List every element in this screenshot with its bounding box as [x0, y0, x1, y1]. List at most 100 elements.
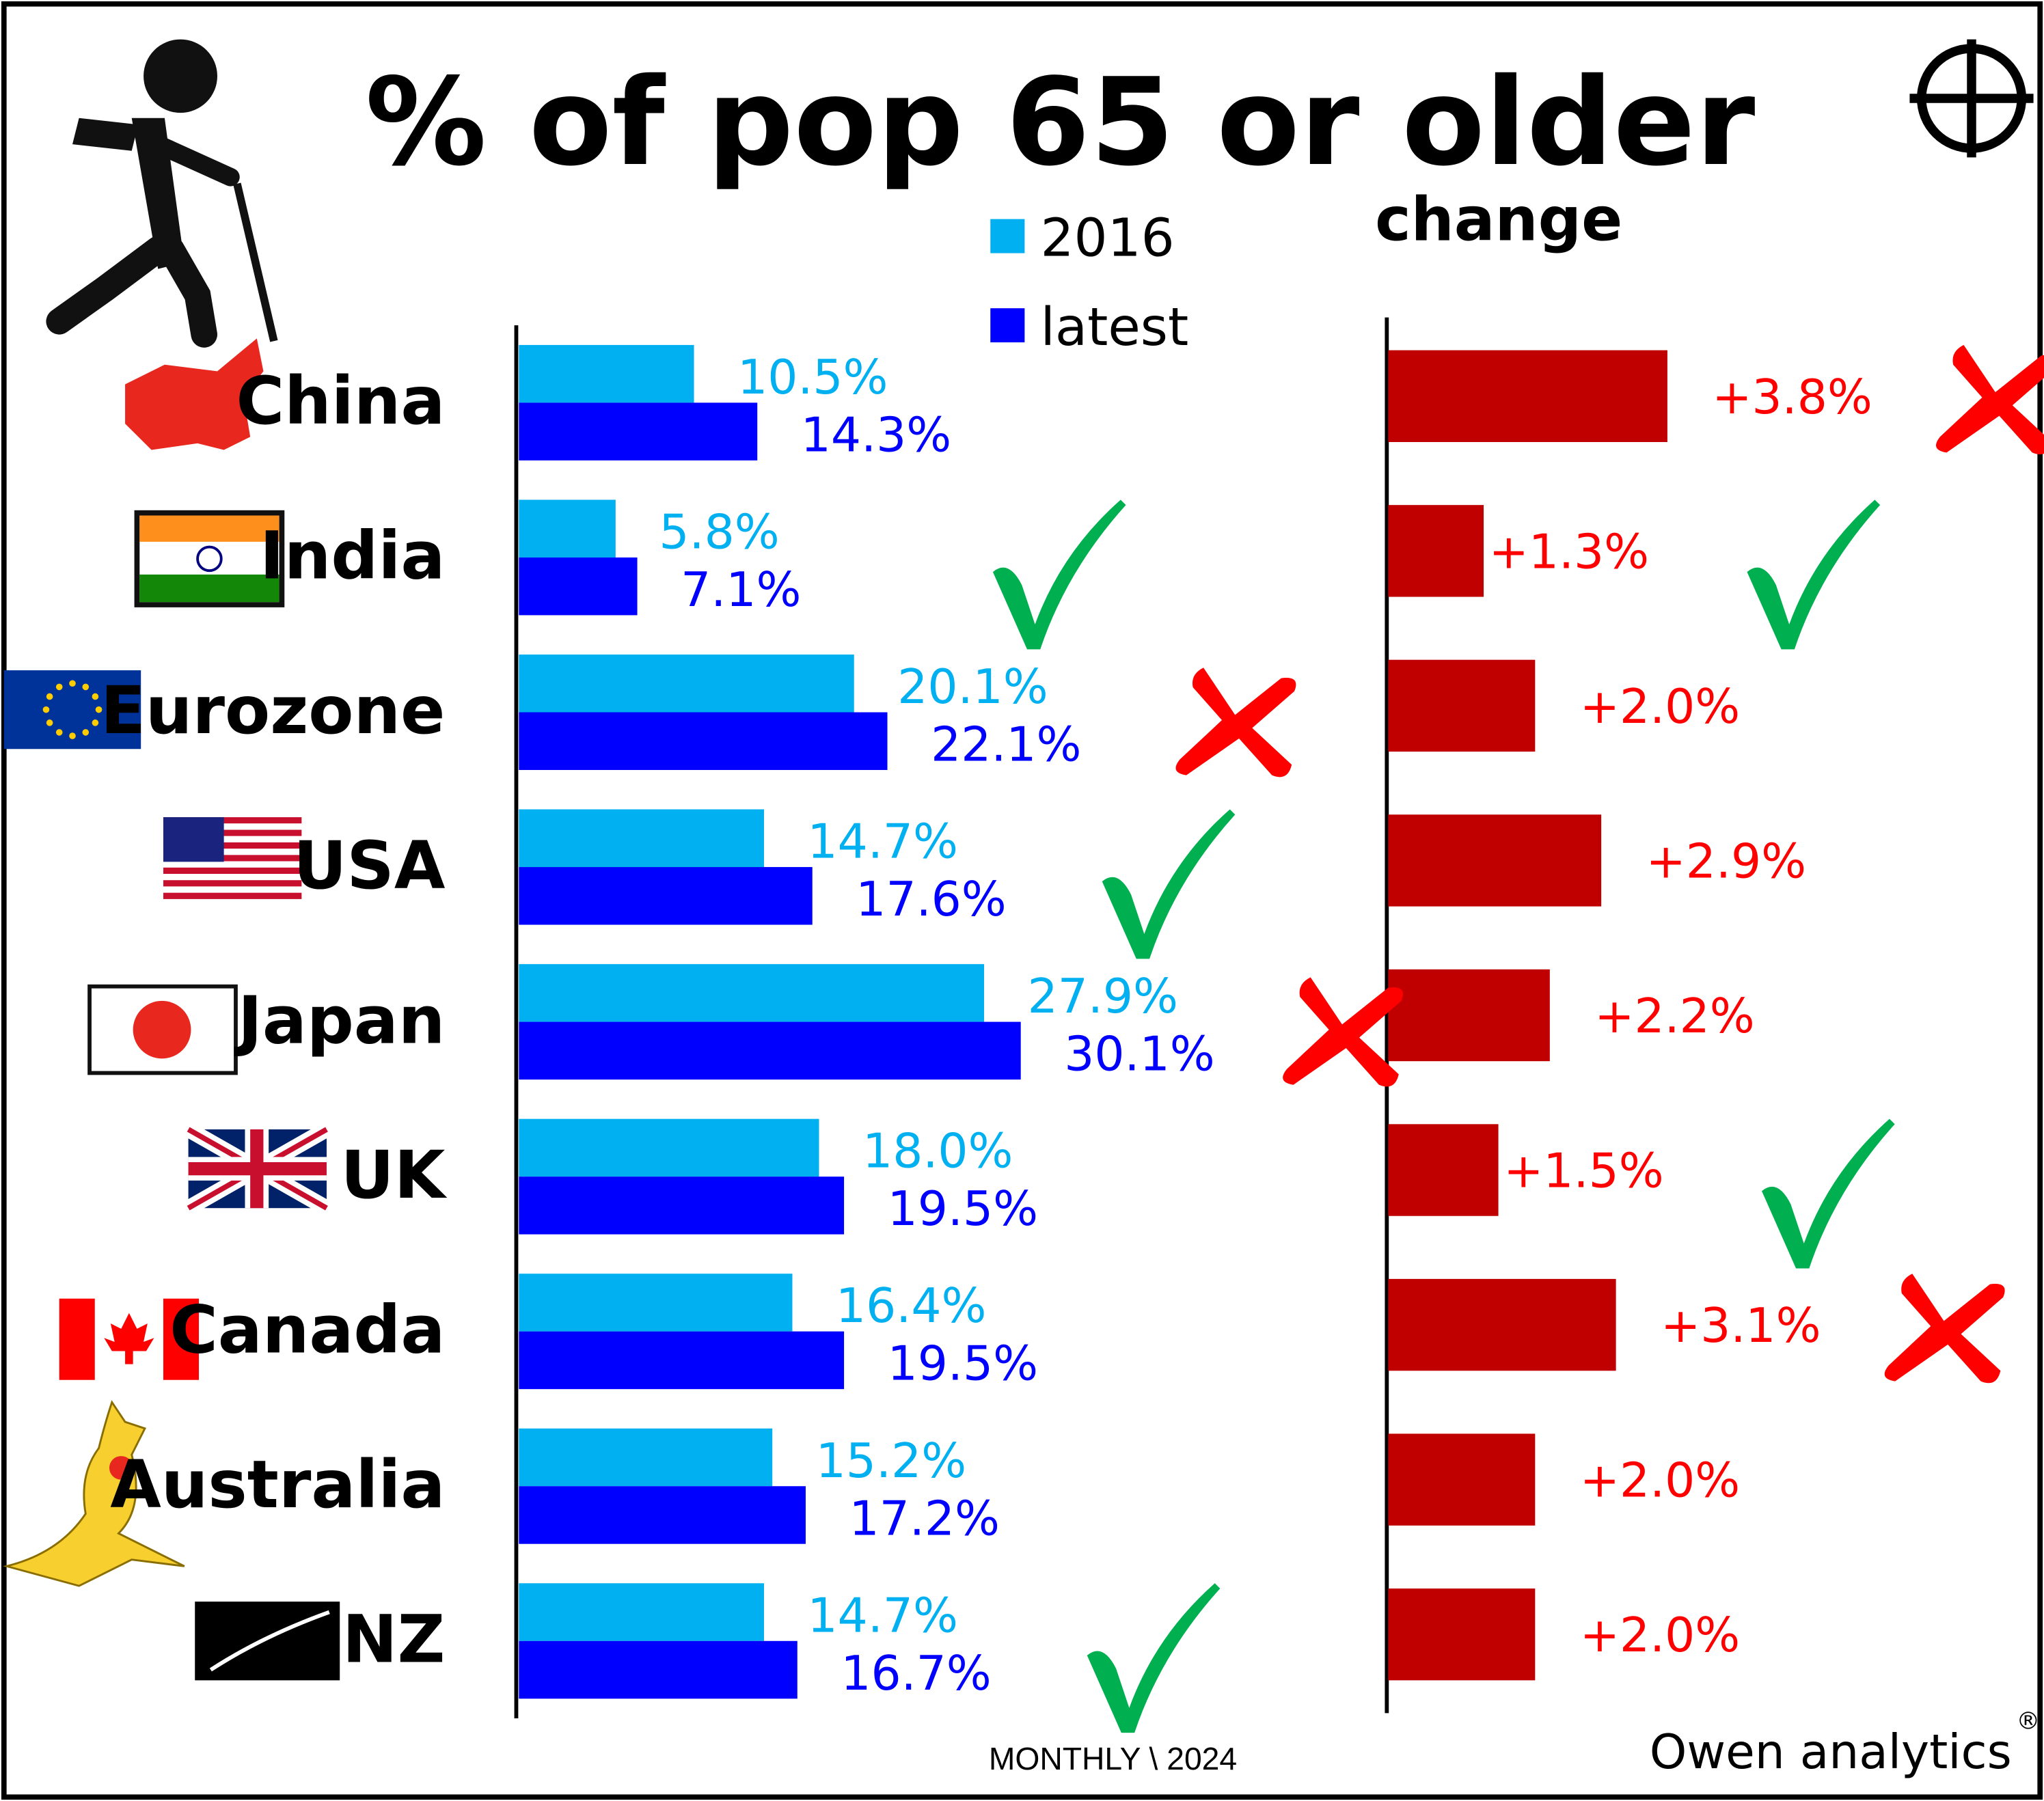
label-latest: 17.6%	[856, 872, 1006, 927]
india-flag-icon-saffron	[139, 515, 280, 542]
label-change: +1.3%	[1489, 525, 1649, 579]
label-2016: 10.5%	[737, 350, 888, 405]
uk-flag-icon-cross-red	[188, 1129, 327, 1209]
label-2016: 5.8%	[659, 506, 779, 560]
check-mark-icon	[1102, 809, 1236, 959]
country-label: Canada	[169, 1292, 445, 1369]
bar-2016	[519, 1274, 793, 1332]
usa-stripe	[163, 829, 302, 836]
eu-star-icon	[55, 683, 63, 691]
label-change: +1.5%	[1503, 1144, 1663, 1199]
label-change: +2.9%	[1646, 835, 1806, 890]
cross-mark-icon	[1935, 344, 2044, 454]
legend-label-2016: 2016	[1040, 208, 1174, 269]
bar-latest	[519, 402, 758, 460]
eu-star-icon	[95, 706, 103, 713]
country-label: UK	[341, 1137, 448, 1213]
check-mark-icon	[1762, 1118, 1895, 1269]
label-change: +3.8%	[1712, 370, 1872, 425]
usa-stripe	[163, 823, 302, 830]
bar-2016	[519, 1583, 764, 1641]
label-change: +2.0%	[1580, 680, 1740, 734]
label-2016: 18.0%	[862, 1125, 1013, 1179]
bar-change	[1388, 969, 1550, 1062]
label-2016: 16.4%	[836, 1279, 986, 1334]
cross-mark-icon	[1884, 1274, 2005, 1384]
bar-2016	[519, 344, 694, 403]
label-latest: 19.5%	[888, 1182, 1038, 1237]
label-latest: 30.1%	[1064, 1028, 1214, 1082]
elderly-person-icon	[46, 39, 278, 348]
usa-stripe	[163, 861, 302, 868]
bar-latest	[519, 712, 888, 770]
footer-registered: ®	[2017, 1707, 2041, 1735]
bar-2016	[519, 1118, 819, 1177]
label-latest: 19.5%	[888, 1337, 1038, 1392]
india-flag-icon-chakra	[196, 545, 223, 573]
label-change: +3.1%	[1661, 1299, 1821, 1353]
china-flag-icon	[125, 338, 264, 450]
footer-source: MONTHLY \ 2024	[989, 1741, 1237, 1776]
crosshair-logo-icon	[1909, 39, 2034, 158]
usa-stripe	[163, 867, 302, 875]
eu-star-icon	[55, 729, 63, 736]
bar-latest	[519, 1021, 1021, 1080]
label-change: +2.2%	[1594, 989, 1754, 1044]
country-label: China	[236, 363, 445, 439]
india-flag-icon-green	[139, 574, 280, 603]
eu-star-icon	[69, 680, 76, 687]
bar-change	[1388, 1124, 1499, 1216]
usa-stripe	[163, 855, 302, 862]
eu-star-icon	[92, 693, 99, 700]
country-label: NZ	[342, 1601, 445, 1678]
eu-star-icon	[46, 719, 53, 726]
nz-flag-icon	[195, 1601, 340, 1681]
legend-swatch-2016	[990, 219, 1025, 253]
label-change: +2.0%	[1580, 1454, 1740, 1509]
usa-stripe	[163, 886, 302, 893]
label-latest: 17.2%	[849, 1491, 1000, 1546]
usa-stripe	[163, 842, 302, 849]
chart-title: % of pop 65 or older	[365, 52, 1755, 193]
label-2016: 14.7%	[808, 815, 958, 870]
check-mark-icon	[992, 499, 1126, 650]
label-change: +2.0%	[1580, 1608, 1740, 1663]
boxing-glove-icon	[109, 1456, 133, 1480]
label-2016: 14.7%	[808, 1589, 958, 1643]
check-mark-icon	[1747, 499, 1881, 650]
bar-change	[1388, 350, 1667, 443]
bar-change	[1388, 505, 1484, 597]
change-title: change	[1375, 184, 1622, 254]
footer-brand: Owen analytics	[1650, 1725, 2012, 1780]
label-latest: 16.7%	[841, 1647, 991, 1701]
usa-stripe	[163, 836, 302, 842]
eu-star-icon	[92, 719, 99, 726]
bar-change	[1388, 1278, 1616, 1371]
usa-stripe	[163, 880, 302, 887]
eu-star-icon	[82, 683, 90, 691]
bar-2016	[519, 1428, 773, 1487]
bar-latest	[519, 557, 638, 616]
cross-mark-icon	[1283, 977, 1404, 1087]
japan-flag-icon-sun	[133, 1000, 191, 1059]
country-label: Eurozone	[100, 672, 445, 749]
bar-2016	[519, 964, 985, 1022]
usa-stripe	[163, 817, 302, 824]
eu-star-icon	[46, 693, 53, 700]
bar-change	[1388, 814, 1602, 907]
usa-stripe	[163, 892, 302, 899]
label-2016: 15.2%	[816, 1434, 966, 1489]
bar-change	[1388, 1433, 1536, 1526]
label-latest: 14.3%	[801, 409, 951, 463]
country-label: Australia	[110, 1446, 445, 1523]
bar-latest	[519, 1177, 845, 1235]
maple-leaf-icon	[104, 1312, 154, 1364]
bar-2016	[519, 499, 616, 558]
label-latest: 7.1%	[681, 563, 801, 618]
label-2016: 27.9%	[1028, 970, 1178, 1024]
bar-2016	[519, 809, 764, 868]
country-label: India	[260, 518, 445, 594]
eu-star-icon	[69, 732, 76, 739]
bar-latest	[519, 1331, 845, 1390]
